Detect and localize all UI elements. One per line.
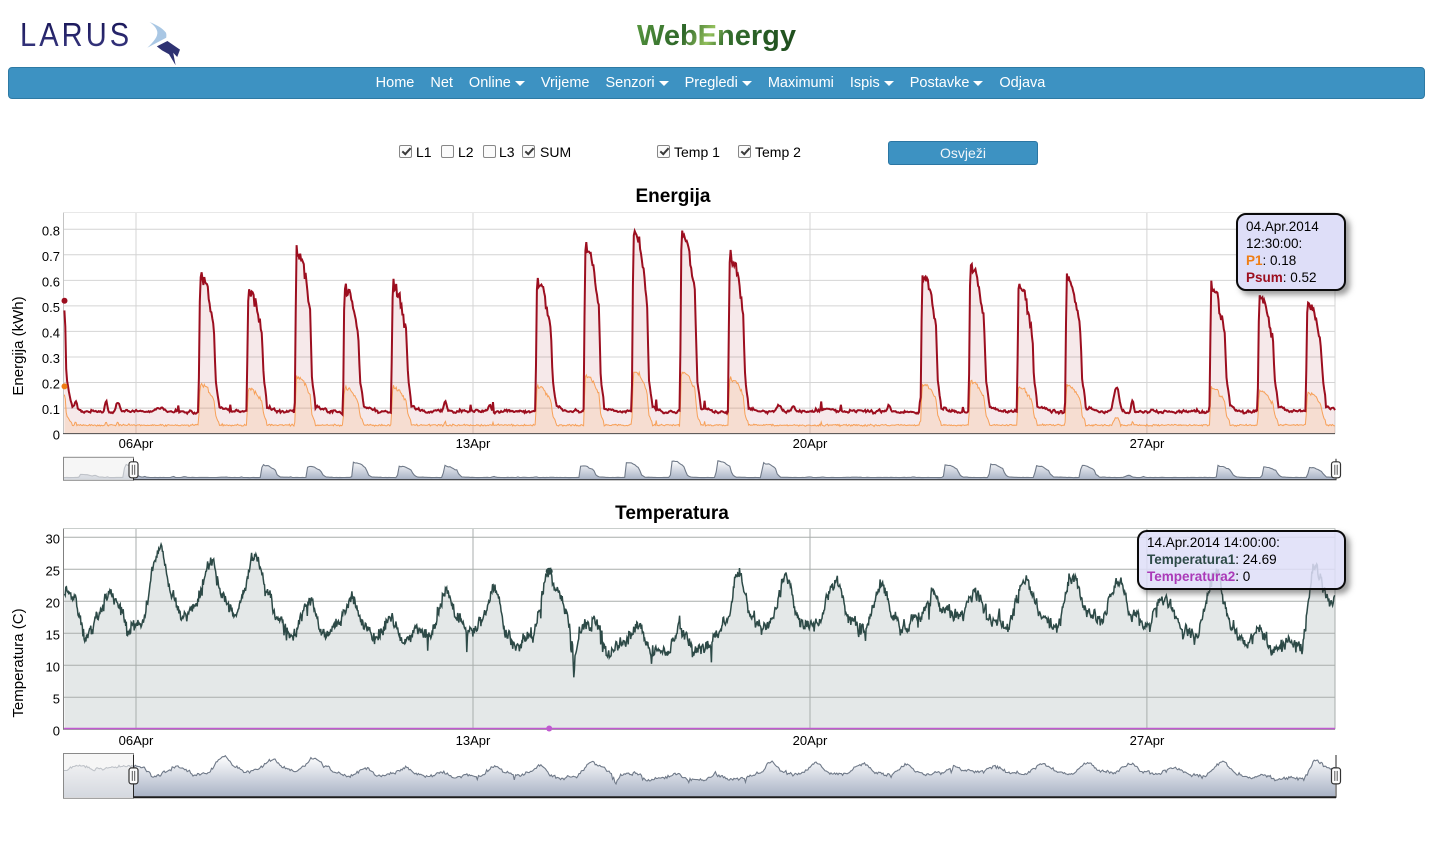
svg-text:0.4: 0.4 <box>42 325 60 340</box>
svg-text:20Apr: 20Apr <box>793 436 828 451</box>
svg-text:Temperatura: Temperatura <box>615 503 729 524</box>
svg-text:06Apr: 06Apr <box>119 436 154 451</box>
svg-text:0.5: 0.5 <box>42 300 60 315</box>
svg-text:06Apr: 06Apr <box>119 733 154 748</box>
svg-text:0.8: 0.8 <box>42 223 60 238</box>
svg-text:0: 0 <box>53 723 60 738</box>
svg-text:0.6: 0.6 <box>42 274 60 289</box>
svg-text:Energija (kWh): Energija (kWh) <box>10 296 27 395</box>
svg-text:25: 25 <box>46 563 60 578</box>
svg-text:13Apr: 13Apr <box>456 436 491 451</box>
svg-text:27Apr: 27Apr <box>1130 733 1165 748</box>
svg-text:20: 20 <box>46 595 60 610</box>
svg-text:0.7: 0.7 <box>42 249 60 264</box>
svg-text:15: 15 <box>46 627 60 642</box>
svg-text:10: 10 <box>46 659 60 674</box>
svg-text:0.1: 0.1 <box>42 402 60 417</box>
svg-text:Energija: Energija <box>636 186 711 207</box>
svg-text:30: 30 <box>46 531 60 546</box>
svg-text:13Apr: 13Apr <box>456 733 491 748</box>
svg-text:0.3: 0.3 <box>42 351 60 366</box>
svg-text:0.2: 0.2 <box>42 377 60 392</box>
svg-text:Temperatura (C): Temperatura (C) <box>10 608 27 717</box>
svg-text:5: 5 <box>53 691 60 706</box>
svg-text:0: 0 <box>53 428 60 443</box>
svg-text:27Apr: 27Apr <box>1130 436 1165 451</box>
svg-text:20Apr: 20Apr <box>793 733 828 748</box>
